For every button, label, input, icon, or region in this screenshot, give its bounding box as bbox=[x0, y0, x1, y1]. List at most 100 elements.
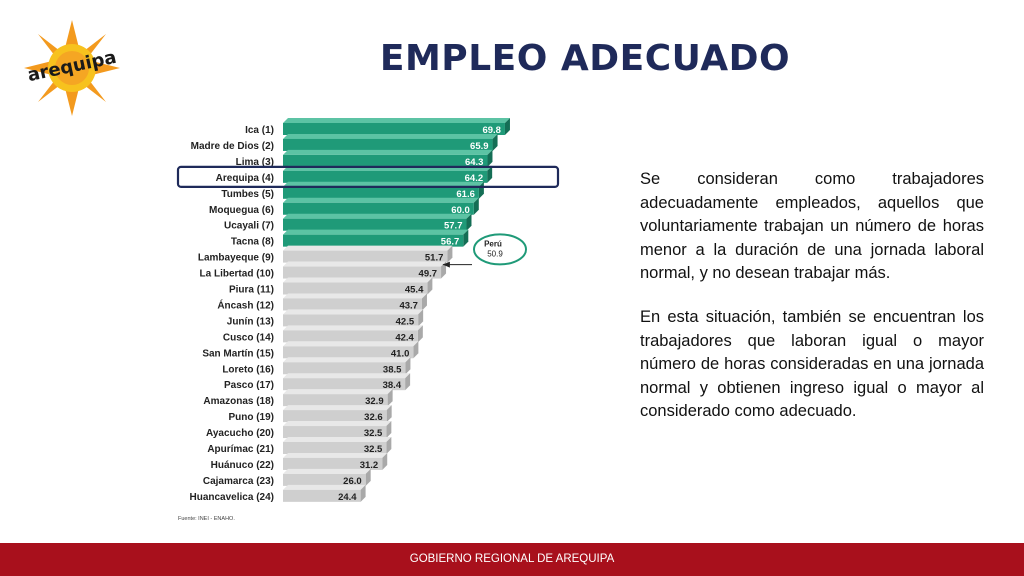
category-label: Loreto (16) bbox=[222, 364, 274, 375]
category-label: Ayacucho (20) bbox=[206, 428, 274, 439]
reference-arrow-head bbox=[442, 261, 450, 268]
bar-group bbox=[283, 389, 393, 407]
value-label: 61.6 bbox=[456, 189, 475, 200]
value-label: 32.6 bbox=[364, 412, 383, 423]
category-label: Huancavelica (24) bbox=[190, 492, 275, 503]
bar-side-face bbox=[447, 245, 453, 263]
value-label: 56.7 bbox=[441, 237, 460, 248]
bar-group bbox=[283, 373, 411, 391]
category-label: La Libertad (10) bbox=[200, 269, 274, 280]
source-note: Fuente: INEI - ENAHO. bbox=[178, 516, 235, 522]
bar bbox=[283, 314, 419, 327]
category-label: Cajamarca (23) bbox=[203, 476, 274, 487]
bar-top-face bbox=[283, 118, 510, 123]
bar-top-face bbox=[283, 468, 371, 474]
category-label: Áncash (12) bbox=[217, 298, 274, 311]
bar-group bbox=[283, 229, 469, 247]
bar-group bbox=[283, 468, 371, 486]
bar bbox=[283, 154, 488, 167]
bar bbox=[283, 330, 418, 343]
category-label: Lambayeque (9) bbox=[198, 253, 274, 264]
bar-side-face bbox=[487, 165, 493, 183]
bar bbox=[283, 394, 388, 407]
category-label: Cusco (14) bbox=[223, 332, 274, 343]
bar bbox=[283, 298, 422, 311]
bar-top-face bbox=[283, 437, 392, 442]
bar-side-face bbox=[387, 389, 393, 407]
bar-top-face bbox=[283, 277, 433, 283]
bar-side-face bbox=[413, 341, 419, 359]
bar-top-face bbox=[283, 197, 479, 203]
category-label: Madre de Dios (2) bbox=[191, 141, 274, 152]
footer-text: GOBIERNO REGIONAL DE AREQUIPA bbox=[409, 553, 615, 565]
category-label: Moquegua (6) bbox=[209, 205, 274, 216]
category-label: Pasco (17) bbox=[224, 380, 274, 391]
value-label: 60.0 bbox=[451, 205, 470, 216]
bar-top-face bbox=[283, 341, 419, 347]
bar-side-face bbox=[441, 261, 447, 279]
bar-group bbox=[283, 341, 419, 359]
bar-top-face bbox=[283, 452, 388, 458]
bar bbox=[283, 346, 414, 359]
highlight-box bbox=[176, 165, 560, 188]
bar bbox=[283, 186, 479, 199]
value-label: 41.0 bbox=[391, 348, 410, 359]
bar-group bbox=[283, 421, 392, 439]
category-label: Puno (19) bbox=[228, 412, 274, 423]
value-label: 26.0 bbox=[343, 476, 362, 487]
bar-top-face bbox=[283, 133, 498, 139]
bar-top-face bbox=[283, 293, 427, 299]
bar-top-face bbox=[283, 389, 393, 395]
value-label: 42.4 bbox=[395, 332, 414, 343]
bar bbox=[283, 457, 383, 470]
bar-group bbox=[283, 437, 392, 454]
bar bbox=[283, 234, 464, 247]
sun-icon bbox=[24, 20, 120, 116]
bar-side-face bbox=[386, 421, 392, 439]
value-label: 32.5 bbox=[364, 428, 383, 439]
bar-side-face bbox=[487, 149, 493, 167]
category-label: Tumbes (5) bbox=[221, 189, 274, 200]
category-label: Junín (13) bbox=[227, 316, 274, 327]
bar-group bbox=[283, 197, 479, 215]
bar-side-face bbox=[382, 452, 388, 470]
bar bbox=[283, 138, 493, 151]
value-label: 69.8 bbox=[482, 125, 501, 136]
bar bbox=[283, 250, 448, 263]
bar-side-face bbox=[405, 357, 411, 375]
bar-side-face bbox=[417, 325, 423, 343]
bar-top-face bbox=[283, 421, 392, 427]
value-label: 38.4 bbox=[383, 380, 402, 391]
bar-side-face bbox=[473, 197, 479, 215]
bar-side-face bbox=[427, 277, 433, 295]
bar-top-face bbox=[283, 261, 447, 267]
value-label: 57.7 bbox=[444, 221, 463, 232]
bar-top-face bbox=[283, 229, 469, 235]
bar-group bbox=[283, 309, 424, 327]
bar-group bbox=[283, 118, 510, 135]
bar-group bbox=[283, 405, 392, 423]
value-label: 51.7 bbox=[425, 253, 444, 264]
bar bbox=[283, 202, 474, 215]
value-label: 42.5 bbox=[396, 316, 415, 327]
bar-group bbox=[283, 277, 433, 295]
bar bbox=[283, 218, 467, 231]
value-label: 45.4 bbox=[405, 285, 424, 296]
bar-side-face bbox=[466, 213, 472, 231]
bar bbox=[283, 378, 406, 391]
bar-side-face bbox=[386, 405, 392, 423]
bar-side-face bbox=[386, 437, 392, 454]
reference-badge bbox=[473, 233, 527, 266]
bar bbox=[283, 123, 505, 135]
category-label: Arequipa (4) bbox=[216, 173, 274, 184]
bar-top-face bbox=[283, 245, 453, 251]
bar-top-face bbox=[283, 484, 366, 490]
footer-bar: GOBIERNO REGIONAL DE AREQUIPA bbox=[0, 543, 1024, 576]
bar bbox=[283, 266, 442, 279]
bar-top-face bbox=[283, 181, 484, 187]
employment-bar-chart: Ica (1) 69.8 Madre de Dios (2) 65.9 Lima (3)… bbox=[176, 118, 560, 522]
category-label: Apurímac (21) bbox=[207, 444, 274, 455]
bar-top-face bbox=[283, 325, 423, 331]
bar-side-face bbox=[365, 468, 371, 486]
bar-group bbox=[283, 133, 498, 151]
